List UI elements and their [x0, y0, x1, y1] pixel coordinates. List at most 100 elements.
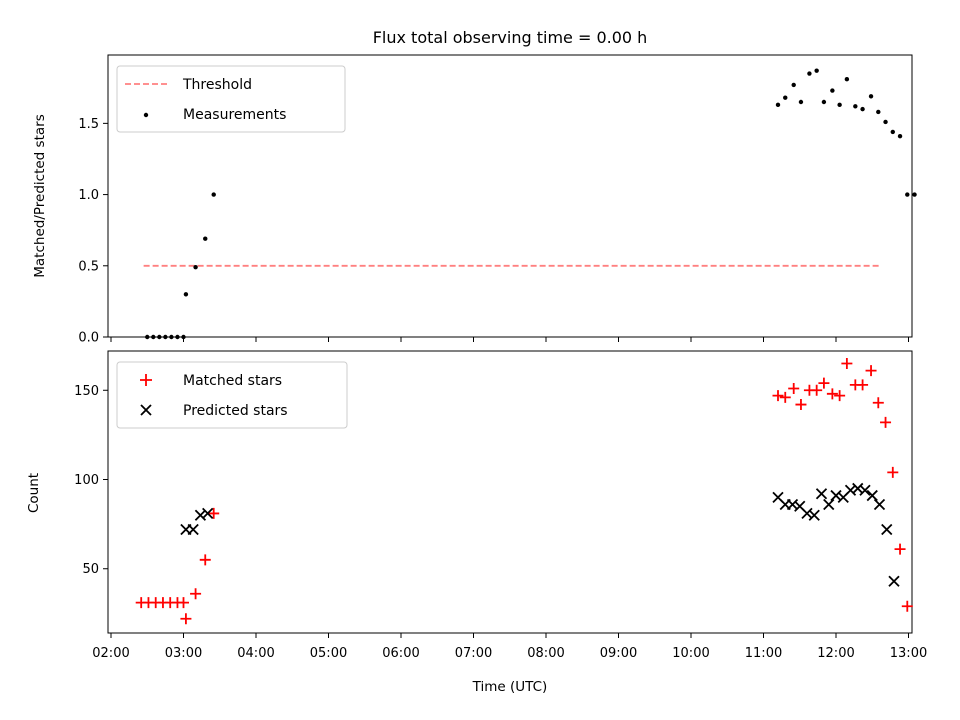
- measurement-point: [844, 77, 850, 82]
- count-legend: Matched stars Predicted stars: [116, 361, 348, 429]
- matched-stars-point: [865, 365, 877, 377]
- predicted-stars-point: [823, 498, 835, 511]
- matched-stars-point: [811, 384, 823, 396]
- count-panel: 02:00 03:00 04:00 05:00 06:00 07:00 08:00 09:00…: [26, 350, 927, 661]
- measurement-point: [211, 192, 216, 197]
- matched-stars-point: [834, 390, 846, 402]
- measurement-point: [791, 82, 796, 88]
- x-tick-label: 13:00: [890, 646, 927, 661]
- predicted-stars-point: [859, 484, 871, 496]
- matched-stars-point: [199, 554, 211, 566]
- count-y-axis-label: Count: [26, 473, 42, 513]
- measurement-point: [876, 109, 881, 115]
- ratio-panel: 0.0 0.5 1.0 1.5 Matched/Predicted stars Thr…: [32, 54, 917, 346]
- y-tick-label: 100: [74, 473, 99, 488]
- predicted-stars-point: [187, 523, 199, 536]
- measurement-point: [163, 334, 168, 340]
- matched-stars-point: [180, 613, 192, 625]
- predicted-stars-point: [815, 488, 828, 500]
- ratio-x-ticks: [110, 337, 909, 342]
- measurement-point: [853, 104, 858, 109]
- measurement-point: [837, 102, 842, 108]
- y-tick-label: 1.5: [78, 117, 99, 132]
- x-tick-label: 08:00: [527, 646, 564, 661]
- measurement-point: [897, 133, 903, 139]
- legend-measurements-label: Measurements: [183, 107, 286, 123]
- matched-stars-point: [788, 382, 800, 394]
- y-tick-label: 50: [82, 562, 99, 577]
- matched-stars-point: [779, 391, 791, 403]
- x-tick-label: 04:00: [237, 646, 274, 661]
- measurement-point: [193, 265, 198, 270]
- x-tick-label: 07:00: [455, 646, 492, 661]
- measurement-points: [145, 68, 917, 340]
- measurement-point: [183, 292, 189, 297]
- predicted-stars-point: [873, 498, 886, 511]
- x-tick-label: 05:00: [310, 646, 347, 661]
- matched-stars-point: [901, 600, 913, 612]
- legend-predicted-label: Predicted stars: [183, 403, 288, 419]
- measurement-point: [905, 192, 910, 197]
- x-tick-label: 03:00: [165, 646, 202, 661]
- predicted-stars-point: [808, 509, 820, 521]
- x-tick-label: 06:00: [382, 646, 419, 661]
- matched-stars-point: [208, 507, 220, 519]
- matched-stars-point: [894, 543, 906, 555]
- measurement-point: [860, 106, 865, 112]
- chart-title: Flux total observing time = 0.00 h: [373, 28, 648, 47]
- measurement-point: [175, 334, 180, 340]
- measurement-point: [151, 334, 156, 340]
- matched-stars-point: [772, 390, 784, 402]
- predicted-stars-point: [881, 523, 893, 536]
- measurement-point: [798, 99, 804, 105]
- x-tick-label: 09:00: [600, 646, 637, 661]
- x-tick-label: 11:00: [745, 646, 782, 661]
- measurement-point: [157, 334, 162, 340]
- measurement-point: [169, 334, 174, 340]
- y-tick-label: 1.0: [78, 188, 99, 203]
- measurement-point: [912, 192, 917, 197]
- predicted-stars-point: [888, 575, 900, 587]
- ratio-y-ticks: 0.0 0.5 1.0 1.5: [78, 117, 108, 346]
- matched-stars-point: [190, 588, 202, 600]
- x-tick-label: 12:00: [817, 646, 854, 661]
- predicted-stars-point: [202, 507, 214, 520]
- x-axis-label: Time (UTC): [472, 679, 548, 695]
- measurement-point: [807, 71, 812, 76]
- legend-threshold-label: Threshold: [182, 77, 252, 93]
- legend-predicted-swatch: [140, 404, 152, 416]
- legend-matched-label: Matched stars: [183, 373, 282, 389]
- matched-stars-point: [826, 388, 838, 400]
- measurement-point: [814, 68, 819, 73]
- matched-stars-point: [841, 357, 853, 369]
- x-tick-label: 10:00: [672, 646, 709, 661]
- count-y-ticks: 50 100 150: [74, 384, 108, 577]
- count-legend-box: [116, 361, 348, 429]
- measurement-point: [203, 236, 208, 241]
- matched-stars-point: [795, 399, 807, 411]
- count-points: [135, 357, 913, 625]
- y-tick-label: 0.5: [78, 259, 99, 274]
- measurement-point: [868, 94, 874, 99]
- matched-stars-point: [887, 466, 899, 478]
- measurement-point: [830, 88, 835, 93]
- measurement-point: [775, 102, 781, 108]
- measurement-point: [145, 334, 150, 340]
- measurement-point: [883, 119, 888, 125]
- legend-matched-swatch: [140, 374, 152, 386]
- legend-measurements-swatch: [143, 112, 149, 118]
- y-tick-label: 0.0: [78, 331, 99, 346]
- ratio-legend: Threshold Measurements: [116, 65, 346, 133]
- measurement-point: [181, 334, 186, 340]
- ratio-legend-box: [116, 65, 346, 133]
- measurement-point: [821, 99, 827, 105]
- predicted-stars-point: [866, 489, 878, 502]
- measurement-point: [890, 129, 895, 135]
- x-tick-label: 02:00: [92, 646, 129, 661]
- matched-stars-point: [818, 377, 830, 389]
- ratio-y-axis-label: Matched/Predicted stars: [32, 114, 48, 277]
- measurement-point: [783, 95, 788, 100]
- matched-stars-point: [857, 379, 869, 391]
